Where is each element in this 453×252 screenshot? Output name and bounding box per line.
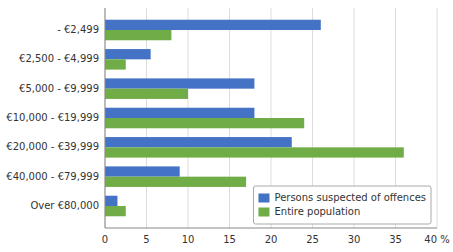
tick-label: 30 [348,234,361,245]
category-label: €10,000 - €19,999 [6,112,99,123]
bar [105,177,246,187]
category-label: Over €80,000 [30,200,99,211]
x-axis [105,228,437,229]
category-label: €40,000 - €79,999 [6,171,99,182]
legend: Persons suspected of offences Entire popu… [253,186,431,224]
category-label: €2,500 - €4,999 [19,53,99,64]
tick-label: 10 [182,234,195,245]
legend-swatch [258,208,269,217]
bar [105,196,117,206]
bar [105,118,304,128]
legend-box [253,186,431,224]
grid-line [437,8,438,228]
chart: - €2,499 €2,500 - €4,999 €5,000 - €9,999 €1… [0,0,453,252]
bar [105,108,254,118]
legend-swatch [258,194,269,203]
bar [105,49,151,59]
tick-label: 0 [102,234,108,245]
tick-label: 25 [306,234,319,245]
tick-label: 5 [143,234,149,245]
legend-label: Persons suspected of offences [274,192,426,203]
grid [105,8,437,228]
bar [105,78,254,88]
bar [105,147,404,157]
category-label: - €2,499 [57,24,99,35]
bar [105,20,321,30]
legend-label: Entire population [274,206,360,217]
grid-line [105,8,106,228]
bar [105,89,188,99]
tick-label: 20 [265,234,278,245]
category-label: €5,000 - €9,999 [19,83,99,94]
tick-label: 40 % [424,234,449,245]
bar [105,137,292,147]
y-axis [105,8,106,228]
bar [105,30,171,40]
bar [105,166,180,176]
tick-label: 35 [389,234,402,245]
bar [105,59,126,69]
bar [105,206,126,216]
tick-label: 15 [223,234,236,245]
category-label: €20,000 - €39,999 [6,141,99,152]
